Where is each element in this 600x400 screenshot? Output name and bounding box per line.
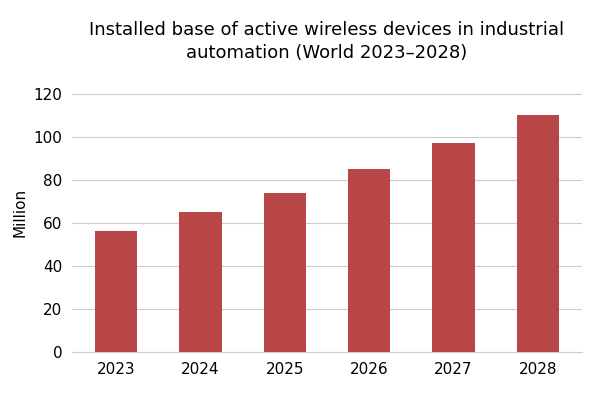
Bar xyxy=(433,143,475,352)
Bar xyxy=(95,231,137,352)
Bar xyxy=(264,193,306,352)
Y-axis label: Million: Million xyxy=(13,188,28,236)
Bar xyxy=(179,212,221,352)
Bar xyxy=(348,169,390,352)
Bar xyxy=(517,115,559,352)
Title: Installed base of active wireless devices in industrial
automation (World 2023–2: Installed base of active wireless device… xyxy=(89,20,565,62)
